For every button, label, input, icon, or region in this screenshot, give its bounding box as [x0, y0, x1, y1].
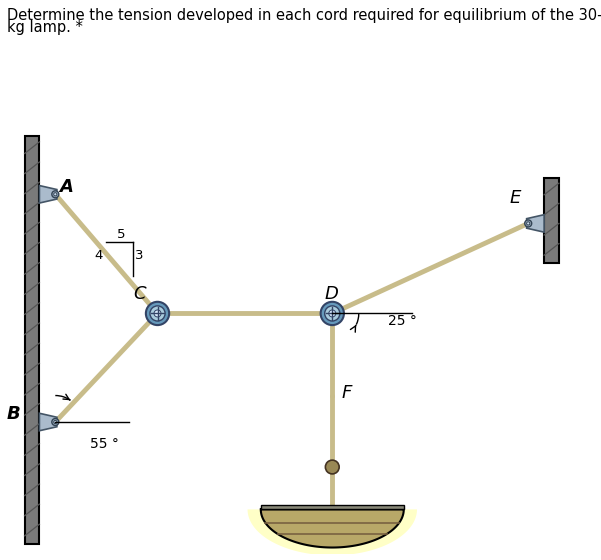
Text: D: D: [325, 284, 338, 302]
Circle shape: [525, 220, 532, 227]
Polygon shape: [40, 185, 57, 203]
Text: 3: 3: [135, 249, 143, 262]
Circle shape: [53, 193, 57, 196]
Text: 55 °: 55 °: [90, 437, 118, 451]
Text: F: F: [342, 384, 352, 402]
Polygon shape: [40, 413, 57, 431]
Text: C: C: [133, 284, 146, 302]
Circle shape: [325, 460, 339, 474]
Polygon shape: [248, 510, 417, 556]
Circle shape: [526, 222, 530, 225]
Text: 4: 4: [94, 249, 103, 262]
Circle shape: [53, 421, 57, 423]
Text: Determine the tension developed in each cord required for equilibrium of the 30-: Determine the tension developed in each …: [7, 8, 601, 24]
Text: B: B: [7, 405, 20, 423]
Polygon shape: [261, 510, 404, 548]
Text: kg lamp. *: kg lamp. *: [7, 20, 83, 35]
Text: A: A: [59, 178, 73, 195]
Circle shape: [150, 306, 165, 321]
Circle shape: [52, 418, 59, 426]
Polygon shape: [544, 179, 559, 263]
Circle shape: [154, 310, 161, 317]
Text: 25 °: 25 °: [388, 314, 416, 328]
Polygon shape: [25, 136, 40, 544]
Circle shape: [325, 306, 340, 321]
Circle shape: [329, 310, 336, 317]
Text: E: E: [510, 189, 521, 207]
Circle shape: [320, 302, 344, 325]
Text: 5: 5: [117, 228, 125, 241]
Polygon shape: [261, 505, 404, 510]
Circle shape: [146, 302, 169, 325]
Circle shape: [52, 191, 59, 198]
Polygon shape: [526, 214, 544, 232]
